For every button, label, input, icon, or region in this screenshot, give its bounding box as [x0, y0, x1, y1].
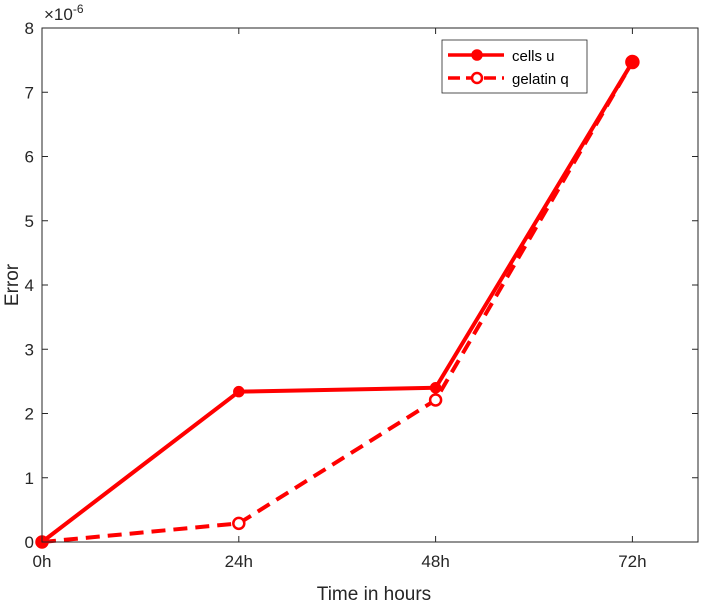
- y-tick-label: 4: [25, 276, 34, 295]
- y-tick-label: 3: [25, 340, 34, 359]
- y-tick-label: 5: [25, 212, 34, 231]
- x-tick-label: 72h: [618, 552, 646, 571]
- legend-box: [441, 39, 588, 94]
- y-axis-title: Error: [2, 263, 23, 306]
- legend-marker-cells-u: [471, 49, 483, 61]
- y-tick-label: 0: [25, 533, 34, 552]
- legend-label-cells-u: cells u: [512, 48, 555, 65]
- y-tick-label: 7: [25, 83, 34, 102]
- data-point-gelatin-q: [428, 393, 443, 407]
- legend: cells u gelatin q: [441, 39, 588, 94]
- y-tick-label: 1: [25, 469, 34, 488]
- series-layer: [35, 54, 640, 549]
- x-tick-label: 0h: [33, 552, 52, 571]
- y-tick-label: 8: [25, 19, 34, 38]
- y-exponent-power: -6: [73, 2, 84, 16]
- series-line-cells-u: [40, 61, 635, 544]
- data-point-cells-u: [233, 385, 245, 398]
- data-point-cells-u: [429, 382, 442, 394]
- y-exponent-label: ×10-6: [44, 2, 84, 24]
- legend-label-gelatin-q: gelatin q: [512, 71, 569, 88]
- y-tick-label: 2: [25, 405, 34, 424]
- series-line-gelatin-q: [41, 61, 635, 544]
- x-axis-title: Time in hours: [317, 584, 431, 603]
- x-tick-label: 48h: [421, 552, 449, 571]
- data-point-cells-u: [625, 55, 640, 69]
- legend-marker-gelatin-q: [470, 71, 484, 85]
- y-tick-label: 6: [25, 148, 34, 167]
- data-point-gelatin-q: [232, 516, 246, 531]
- ticks-layer: 0 1 2 3 4 5 6 7 8 0h 24h 48h 72h: [25, 19, 698, 571]
- x-tick-label: 24h: [225, 552, 253, 571]
